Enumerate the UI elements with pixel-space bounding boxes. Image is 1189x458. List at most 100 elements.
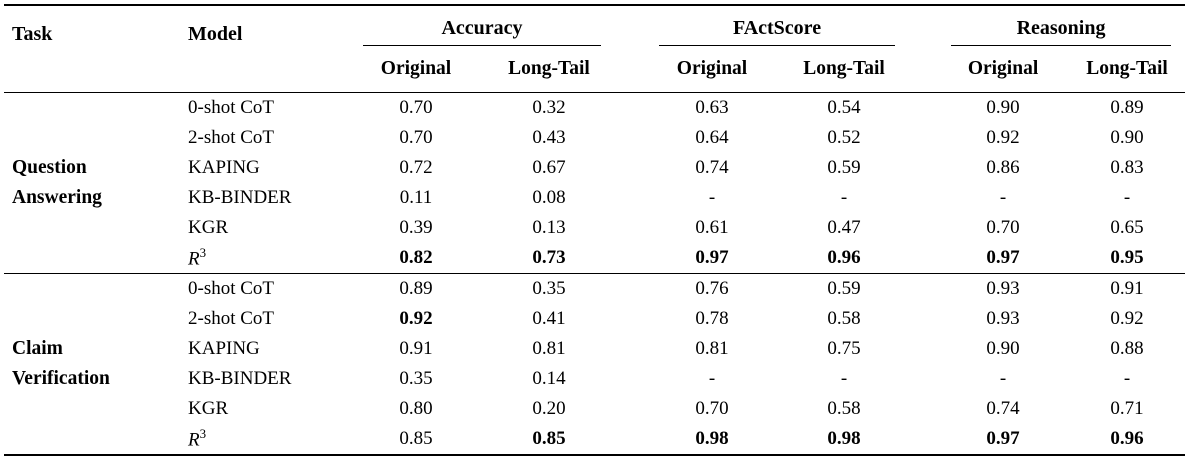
value-cell: - [999,368,1007,389]
table-row: KB-BINDER 0.11 0.08 - - - - [4,183,1185,213]
value-cell: 0.70 [399,97,433,118]
value-cell: 0.64 [695,127,729,148]
group-header-reasoning-label: Reasoning [951,11,1172,46]
spacer-cell [909,183,937,213]
spacer-cell [615,243,645,274]
value-cell: 0.61 [695,217,729,238]
value-cell: 0.11 [399,187,433,208]
spacer-cell [909,334,937,364]
spacer-cell [615,424,645,455]
group-header-accuracy: Accuracy [349,5,615,46]
table-row: KB-BINDER 0.35 0.14 - - - - [4,364,1185,394]
value-cell: 0.97 [986,247,1020,268]
value-cell: - [840,187,848,208]
spacer-cell [615,273,646,304]
model-cell: R3 [188,245,207,270]
group-header-accuracy-label: Accuracy [363,11,602,46]
spacer-cell [909,273,938,304]
model-cell: 0-shot CoT [188,97,275,118]
value-cell: 0.96 [827,247,861,268]
spacer-cell [615,394,645,424]
value-cell: 0.71 [1110,398,1144,419]
value-cell: 0.13 [532,217,566,238]
spacer-cell [909,364,937,394]
value-cell: 0.97 [986,428,1020,449]
value-cell: 0.83 [1110,157,1144,178]
spacer-cell [909,213,937,243]
value-cell: - [999,187,1007,208]
group-header-factscore: FActScore [645,5,909,46]
table-row: Claim Verification 0-shot CoT 0.89 0.35 0.76 0… [4,273,1186,455]
value-cell: 0.32 [532,97,566,118]
value-cell: 0.41 [532,308,566,329]
spacer-cell [615,364,645,394]
spacer-cell [909,304,937,334]
spacer-cell [615,123,645,153]
value-cell: 0.96 [1110,428,1144,449]
value-cell: 0.78 [695,308,729,329]
spacer-cell [909,243,937,274]
value-cell: 0.98 [695,428,729,449]
model-column-header: Model [174,5,349,93]
subheader-accuracy-longtail: Long-Tail [483,46,616,93]
spacer-cell [615,304,645,334]
value-cell: 0.90 [986,97,1020,118]
value-cell: 0.39 [399,217,433,238]
subheader-reasoning-longtail: Long-Tail [1069,46,1186,93]
value-cell: 0.63 [695,97,729,118]
value-cell: 0.89 [349,273,483,304]
model-cell: 0-shot CoT [174,273,349,304]
sub-header-row: Original Long-Tail Original Long-Tail Or… [4,46,1186,93]
value-cell: 0.35 [483,273,616,304]
subheader-reasoning-original: Original [937,46,1070,93]
value-cell: - [1123,368,1131,389]
subheader-factscore-longtail: Long-Tail [779,46,910,93]
task-cell: Claim Verification [4,273,174,455]
table-row: Question Answering 0-shot CoT 0.70 0.32 0.63 0… [4,93,1185,208]
table-row: 2-shot CoT 0.70 0.43 0.64 0.52 0.92 0.90 [4,123,1185,153]
table-row: KAPING 0.72 0.67 0.74 0.59 0.86 0.83 [4,153,1185,183]
value-cell: 0.86 [986,157,1020,178]
value-cell: 0.89 [1110,97,1144,118]
value-cell: 0.92 [399,308,433,329]
value-cell: 0.73 [532,247,566,268]
value-cell: 0.97 [695,247,729,268]
subheader-factscore-original: Original [645,46,780,93]
table-row: KGR 0.39 0.13 0.61 0.47 0.70 0.65 [4,213,1185,243]
spacer-cell [615,93,645,124]
spacer-cell [615,334,645,364]
group-header-row: Task Model Accuracy FActScore Reasoning [4,5,1185,93]
task-line: Answering [12,187,102,208]
task-cell: Question Answering [4,93,174,274]
value-cell: 0.91 [1069,273,1186,304]
value-cell: 0.92 [986,127,1020,148]
model-cell: KAPING [188,338,260,359]
value-cell: 0.58 [827,398,861,419]
model-cell: KGR [188,217,229,238]
value-cell: 0.76 [645,273,780,304]
spacer-cell [615,213,645,243]
value-cell: - [708,368,716,389]
value-cell: - [840,368,848,389]
value-cell: 0.95 [1110,247,1144,268]
spacer-cell [909,123,937,153]
model-cell: KGR [188,398,229,419]
subheader-accuracy-original: Original [349,46,483,93]
model-cell: 2-shot CoT [188,308,275,329]
value-cell: 0.93 [986,308,1020,329]
table-row: 2-shot CoT 0.92 0.41 0.78 0.58 0.93 0.92 [4,304,1185,334]
value-cell: 0.74 [986,398,1020,419]
value-cell: 0.43 [532,127,566,148]
results-table: Task Model Accuracy FActScore Reasoning … [4,4,1186,456]
value-cell: 0.91 [399,338,433,359]
value-cell: 0.93 [937,273,1070,304]
value-cell: 0.80 [399,398,433,419]
table-header: Task Model Accuracy FActScore Reasoning … [4,5,1186,93]
model-cell: KB-BINDER [188,187,292,208]
spacer-cell [909,93,937,124]
value-cell: 0.88 [1110,338,1144,359]
value-cell: 0.72 [399,157,433,178]
spacer-cell [909,424,937,455]
column-spacer [909,5,938,93]
